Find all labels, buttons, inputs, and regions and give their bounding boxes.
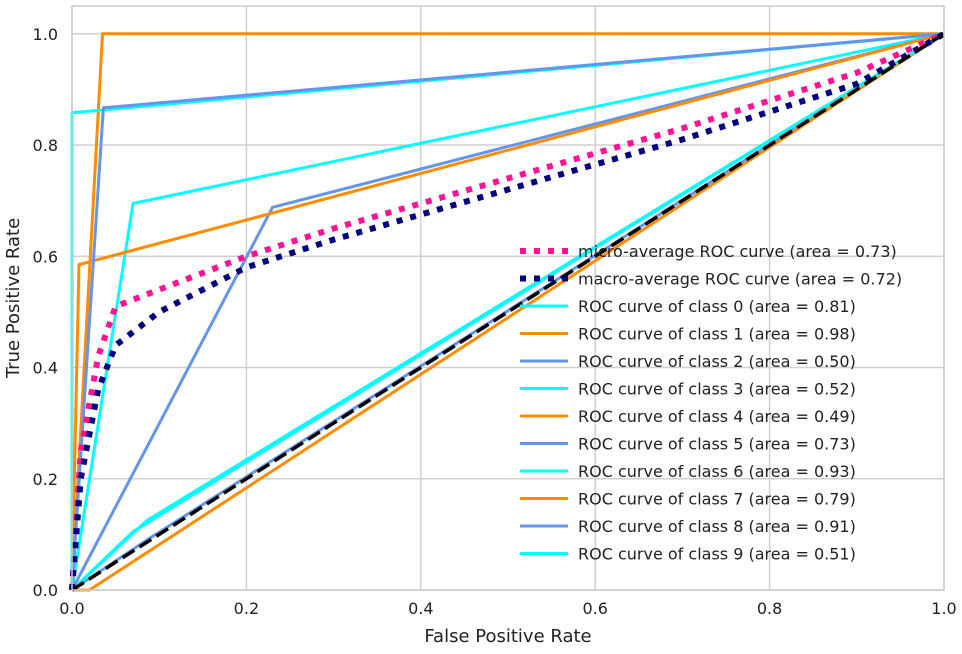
roc-curve-class-8 [70,32,945,591]
roc-curve-class-7 [70,32,945,591]
y-tick-label: 0.6 [33,247,58,266]
legend-entry: ROC curve of class 8 (area = 0.91) [578,517,856,536]
roc-curve-class-0 [70,32,945,591]
x-tick-label: 0.4 [408,599,433,618]
x-tick-labels: 0.0 0.2 0.4 0.6 0.8 1.0 [59,599,956,618]
roc-curve-class-5 [70,32,945,591]
y-tick-labels: 0.0 0.2 0.4 0.6 0.8 1.0 [33,25,58,600]
legend-entry: ROC curve of class 2 (area = 0.50) [578,352,856,371]
x-axis-label: False Positive Rate [424,626,591,647]
roc-curve-class-1 [70,32,944,591]
micro-average-curve [69,31,946,591]
macro-average-curve [69,31,946,591]
plot-background [72,6,944,590]
legend-entry: ROC curve of class 7 (area = 0.79) [578,490,856,509]
roc-curve-class-9 [70,32,945,592]
x-tick-label: 0.0 [59,599,84,618]
y-tick-label: 1.0 [33,25,58,44]
y-tick-label: 0.0 [33,581,58,600]
y-tick-label: 0.2 [33,470,58,489]
y-tick-label: 0.8 [33,136,58,155]
legend-entry: ROC curve of class 5 (area = 0.73) [578,435,856,454]
roc-curves [69,31,946,592]
x-tick-label: 0.6 [582,599,607,618]
legend-entry: ROC curve of class 4 (area = 0.49) [578,407,856,426]
y-axis-label: True Positive Rate [3,218,24,379]
x-tick-label: 1.0 [931,599,956,618]
legend: micro-average ROC curve (area = 0.73) mac… [520,242,902,564]
y-tick-label: 0.4 [33,359,58,378]
legend-entry: micro-average ROC curve (area = 0.73) [578,242,897,261]
legend-entry: ROC curve of class 3 (area = 0.52) [578,380,856,399]
legend-entry: ROC curve of class 6 (area = 0.93) [578,462,856,481]
x-tick-label: 0.8 [757,599,782,618]
plot-frame [71,5,945,591]
legend-entry: ROC curve of class 1 (area = 0.98) [578,325,856,344]
chance-diagonal-line [71,32,945,592]
legend-entry: ROC curve of class 9 (area = 0.51) [578,545,856,564]
x-tick-label: 0.2 [234,599,259,618]
legend-entry: macro-average ROC curve (area = 0.72) [578,270,902,289]
legend-entry: ROC curve of class 0 (area = 0.81) [578,297,856,316]
